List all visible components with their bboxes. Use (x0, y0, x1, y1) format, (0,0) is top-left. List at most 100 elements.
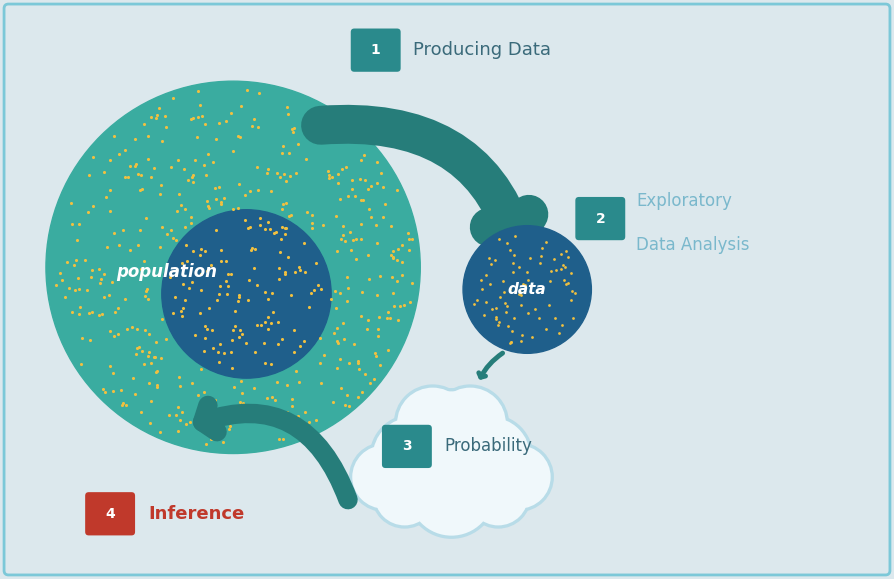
Point (395, 257, 409, 266)
Point (82, 171, 97, 180)
Point (302, 417, 316, 426)
Point (198, 247, 212, 256)
Point (245, 122, 259, 131)
Point (292, 266, 307, 275)
Point (307, 130, 321, 140)
Point (186, 113, 200, 123)
Point (209, 295, 224, 305)
Point (392, 301, 407, 310)
Point (283, 210, 298, 219)
Point (103, 155, 117, 164)
Point (150, 111, 164, 120)
Point (300, 207, 315, 216)
Point (535, 244, 549, 253)
Point (72, 302, 87, 312)
Point (171, 426, 185, 435)
Point (200, 324, 215, 334)
Point (65, 220, 80, 229)
Point (285, 394, 299, 404)
Point (314, 379, 328, 388)
Point (373, 272, 387, 281)
Point (247, 263, 261, 273)
Point (390, 255, 404, 265)
Point (260, 218, 274, 227)
Point (214, 197, 228, 206)
Point (139, 287, 153, 296)
Point (284, 124, 299, 133)
Point (542, 301, 556, 310)
Point (132, 185, 147, 195)
Point (130, 324, 144, 334)
Circle shape (349, 442, 419, 512)
Point (211, 347, 225, 356)
Point (263, 225, 277, 234)
Point (141, 351, 156, 361)
Point (483, 280, 497, 289)
Point (224, 108, 239, 118)
Point (178, 222, 192, 232)
Point (269, 168, 283, 177)
Point (247, 383, 261, 393)
Point (386, 301, 401, 310)
Point (278, 223, 292, 233)
Point (212, 290, 226, 299)
Point (150, 367, 164, 376)
Point (498, 298, 512, 307)
Point (251, 122, 266, 131)
Point (337, 335, 351, 344)
Point (325, 172, 339, 181)
Point (133, 225, 148, 234)
Point (220, 290, 234, 299)
Point (139, 284, 154, 294)
Point (172, 402, 186, 412)
Point (384, 222, 398, 231)
Point (514, 291, 528, 300)
Point (118, 145, 132, 155)
Text: population: population (115, 263, 216, 281)
Point (493, 293, 507, 302)
Point (251, 186, 266, 195)
Point (49, 281, 63, 290)
Point (173, 382, 187, 391)
Point (330, 337, 344, 346)
Point (279, 176, 293, 185)
Point (336, 318, 350, 328)
Point (507, 250, 521, 259)
Point (482, 253, 496, 262)
Point (273, 247, 287, 256)
Point (500, 301, 514, 310)
Point (105, 386, 120, 395)
Point (278, 267, 292, 276)
Point (97, 270, 111, 279)
Circle shape (352, 445, 416, 508)
Point (157, 111, 172, 120)
Point (232, 179, 246, 188)
Point (273, 264, 287, 273)
Circle shape (448, 414, 534, 499)
Point (131, 169, 145, 178)
Point (484, 259, 498, 269)
Point (250, 163, 265, 172)
Point (182, 417, 197, 427)
Point (131, 342, 146, 351)
Point (72, 284, 87, 294)
Point (329, 303, 343, 312)
Point (539, 237, 553, 247)
Point (397, 300, 411, 309)
Point (381, 345, 395, 354)
Point (216, 349, 231, 358)
Circle shape (487, 445, 551, 508)
Point (359, 324, 374, 334)
Point (292, 263, 307, 272)
Circle shape (465, 463, 531, 529)
Point (201, 201, 215, 211)
Point (325, 294, 339, 303)
Point (350, 356, 365, 365)
Point (114, 385, 128, 394)
Point (208, 225, 223, 234)
Circle shape (373, 417, 451, 496)
Point (274, 148, 289, 157)
Point (354, 312, 368, 321)
Circle shape (403, 391, 500, 488)
Point (293, 341, 308, 350)
